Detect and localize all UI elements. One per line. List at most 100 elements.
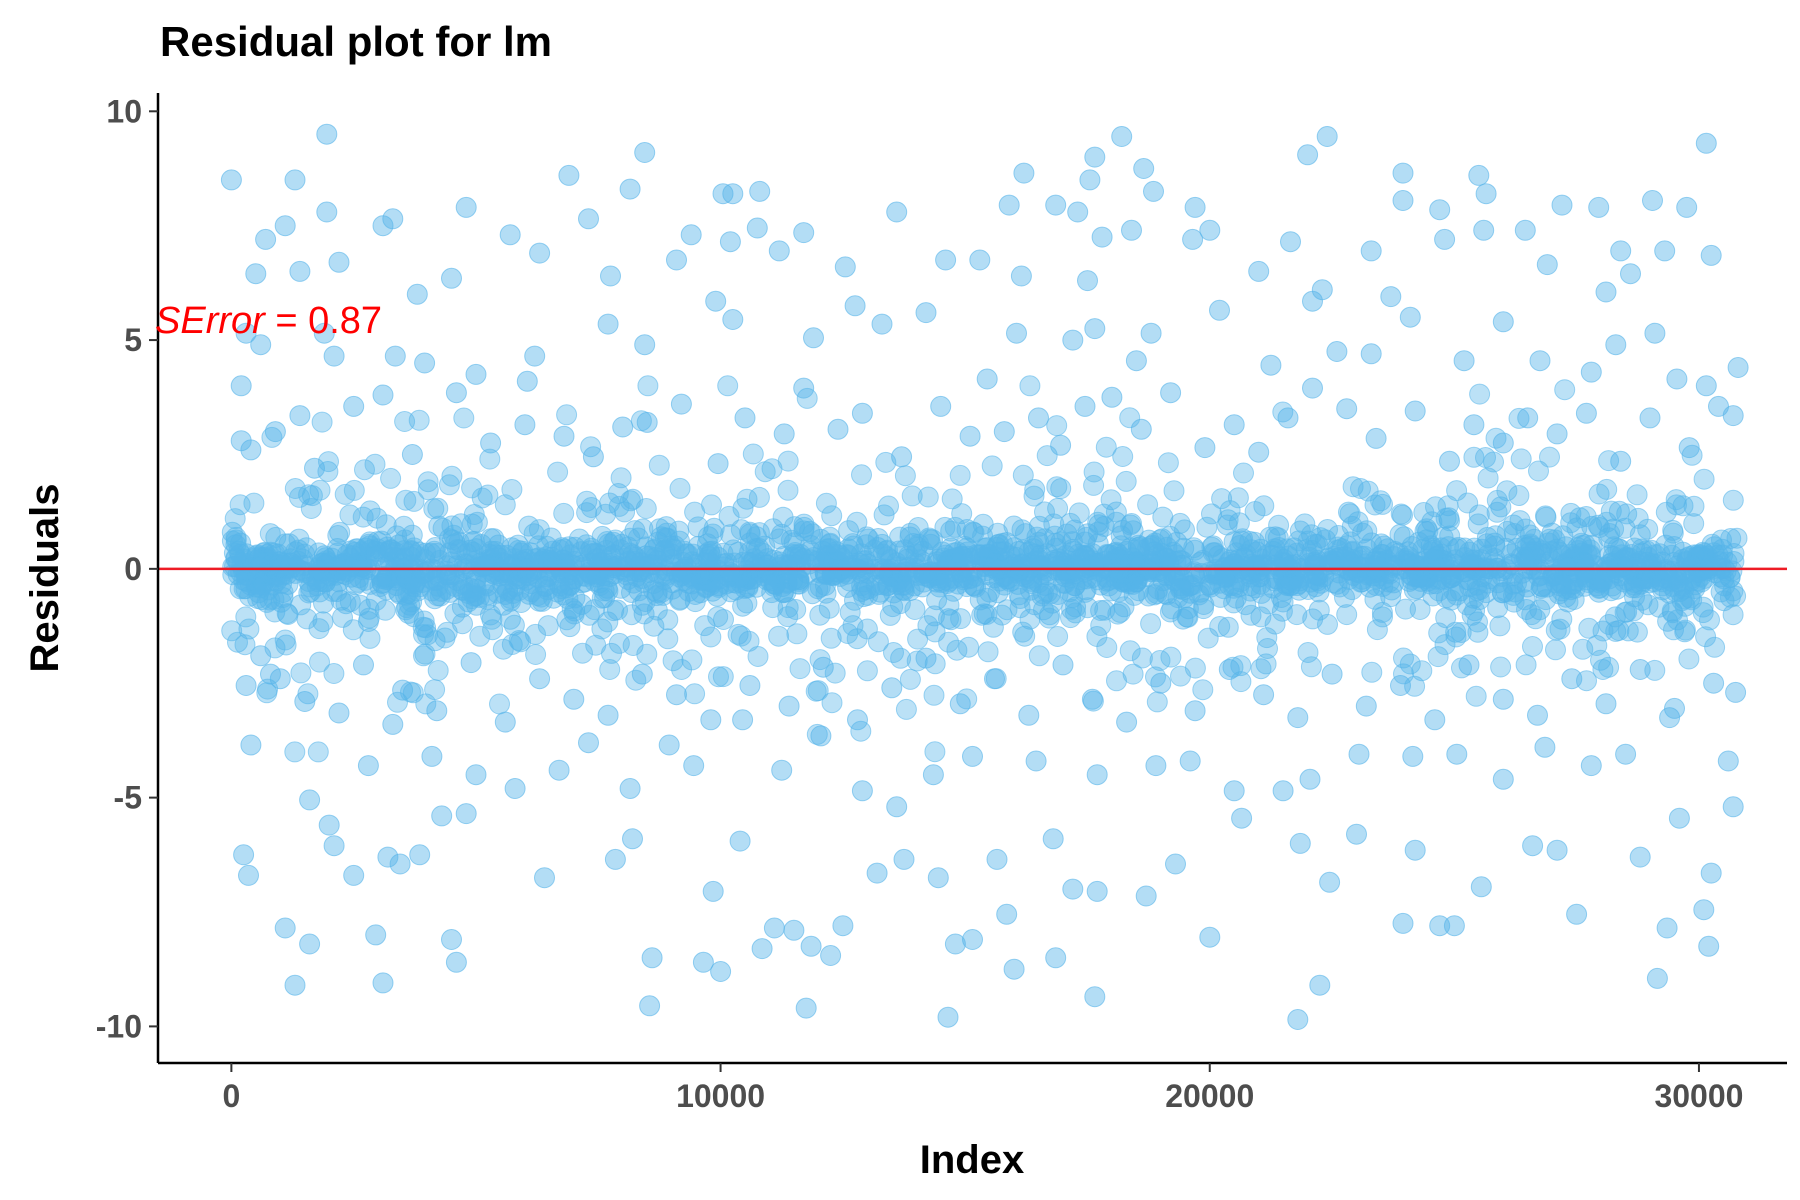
residual-point	[1081, 688, 1103, 710]
residual-point	[899, 668, 921, 690]
residual-point	[778, 695, 800, 717]
residual-point	[1298, 552, 1320, 574]
residual-point	[261, 426, 283, 448]
residual-point	[658, 734, 680, 756]
residual-point	[1629, 846, 1651, 868]
residual-point	[1429, 915, 1451, 937]
residual-point	[1062, 878, 1084, 900]
residual-point	[1364, 494, 1386, 516]
residual-point	[878, 495, 899, 517]
residual-point	[414, 352, 436, 374]
residual-point	[427, 660, 449, 681]
residual-point	[619, 178, 641, 200]
residual-point	[597, 704, 619, 726]
residual-point	[1392, 912, 1414, 934]
residual-point	[480, 604, 501, 626]
residual-point	[1517, 407, 1539, 429]
residual-point	[1469, 383, 1491, 405]
residual-point	[810, 725, 832, 747]
residual-point	[1657, 610, 1679, 632]
residual-point	[1079, 169, 1101, 191]
residual-point	[993, 421, 1015, 443]
residual-point	[1567, 540, 1589, 561]
residual-point	[364, 453, 386, 475]
residual-point	[883, 642, 904, 663]
residual-point	[406, 283, 428, 305]
residual-point	[772, 581, 794, 603]
residual-point	[742, 443, 764, 465]
residual-point	[1050, 531, 1072, 553]
residual-point	[542, 540, 564, 562]
residual-point	[937, 1006, 959, 1028]
residual-point	[834, 256, 856, 278]
residual-point	[820, 945, 842, 966]
residual-point	[1316, 126, 1338, 147]
residual-point	[299, 789, 321, 811]
residual-point	[1717, 750, 1739, 772]
residual-point	[739, 541, 761, 563]
residual-point	[1125, 350, 1147, 372]
residual-point	[1361, 661, 1383, 683]
residual-point	[1119, 407, 1141, 429]
residual-point	[1209, 299, 1230, 321]
residual-point	[343, 395, 365, 417]
residual-point	[1199, 219, 1221, 241]
residual-point	[1414, 520, 1436, 542]
residual-point	[1672, 495, 1694, 517]
residual-point	[238, 864, 259, 886]
residual-point	[1346, 823, 1367, 845]
residual-point	[499, 224, 521, 246]
residual-point	[1137, 494, 1159, 516]
residual-point	[1445, 621, 1467, 643]
residual-point	[1096, 637, 1118, 658]
residual-point	[1173, 579, 1195, 601]
residual-point	[1350, 478, 1371, 499]
residual-point	[1703, 672, 1725, 694]
residual-point	[1091, 226, 1113, 248]
residual-point	[1140, 613, 1162, 635]
residual-point	[924, 741, 946, 763]
residual-point	[855, 534, 877, 556]
residual-point	[1674, 621, 1696, 643]
residual-point	[1115, 470, 1137, 492]
residual-point	[739, 675, 761, 696]
residual-point	[1372, 493, 1393, 515]
residual-point	[796, 387, 818, 409]
residual-point	[1656, 917, 1678, 939]
residual-point	[1676, 196, 1698, 218]
x-tick-label: 30000	[1654, 1078, 1743, 1114]
residual-point	[1351, 545, 1373, 567]
residual-point	[430, 580, 452, 602]
residual-point	[1522, 636, 1543, 657]
residual-point	[1149, 650, 1171, 671]
residual-point	[380, 467, 402, 489]
y-tick-label: -10	[96, 1008, 142, 1044]
residual-point	[1084, 146, 1106, 168]
residual-point	[851, 402, 873, 424]
residual-point	[417, 479, 439, 501]
residual-point	[707, 606, 729, 628]
residual-point	[1036, 445, 1058, 467]
residual-point	[1486, 489, 1508, 511]
residual-point	[803, 327, 824, 349]
residual-point	[1463, 414, 1485, 436]
residual-point	[1084, 318, 1106, 340]
residual-point	[818, 597, 840, 619]
y-tick-label: 5	[124, 322, 142, 358]
residual-point	[1010, 265, 1032, 287]
residual-point	[1508, 407, 1530, 429]
residual-point	[424, 679, 446, 701]
residual-point	[1617, 620, 1639, 642]
residual-point	[1111, 126, 1133, 147]
residual-point	[1404, 839, 1426, 861]
residual-point	[308, 618, 330, 640]
residual-point	[323, 835, 345, 857]
residual-point	[1496, 520, 1518, 542]
residual-point	[1463, 446, 1485, 468]
residual-point	[1467, 513, 1489, 535]
residual-point	[1515, 654, 1537, 676]
residual-point	[1637, 518, 1659, 540]
residual-point	[902, 533, 924, 554]
residual-point	[886, 201, 908, 223]
residual-point	[634, 334, 656, 356]
